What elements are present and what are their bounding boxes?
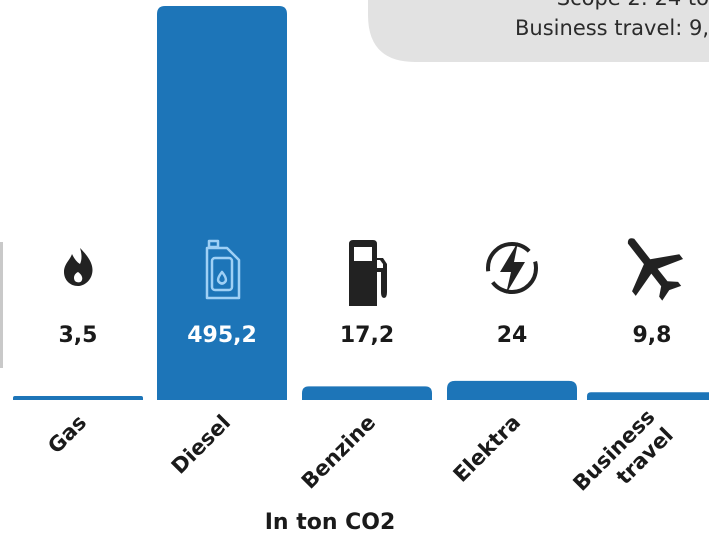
lightning-icon: [486, 242, 538, 294]
value-label: 495,2: [187, 323, 257, 348]
jerrycan-icon: [205, 239, 241, 300]
info-bubble-shape: [368, 0, 709, 62]
bar-diesel: [157, 6, 287, 400]
fuel-pump-icon: [349, 240, 387, 306]
bar-gas: [13, 396, 143, 400]
value-label: 17,2: [340, 323, 394, 348]
category-label: Diesel: [167, 410, 235, 478]
info-line-business-travel: Business travel: 9,: [515, 16, 709, 40]
airplane-icon: [627, 238, 684, 301]
svg-text:Elektra: Elektra: [449, 410, 526, 487]
axis-title: In ton CO2: [265, 510, 396, 535]
value-label: 3,5: [59, 323, 98, 348]
svg-text:Gas: Gas: [43, 410, 91, 458]
info-line-scope2: Scope 2: 24 to: [557, 0, 709, 10]
value-label: 24: [497, 323, 528, 348]
category-label: Benzine: [297, 410, 380, 493]
value-label: 9,8: [633, 323, 672, 348]
flame-icon: [64, 248, 93, 286]
category-label: Gas: [43, 410, 91, 458]
cropped-edge-mark: [0, 242, 3, 368]
bar-business-travel: [587, 392, 709, 400]
svg-text:Benzine: Benzine: [297, 410, 380, 493]
svg-text:Diesel: Diesel: [167, 410, 235, 478]
bar-benzine: [302, 386, 432, 400]
bar-elektra: [447, 380, 577, 400]
category-label: Elektra: [449, 410, 526, 487]
